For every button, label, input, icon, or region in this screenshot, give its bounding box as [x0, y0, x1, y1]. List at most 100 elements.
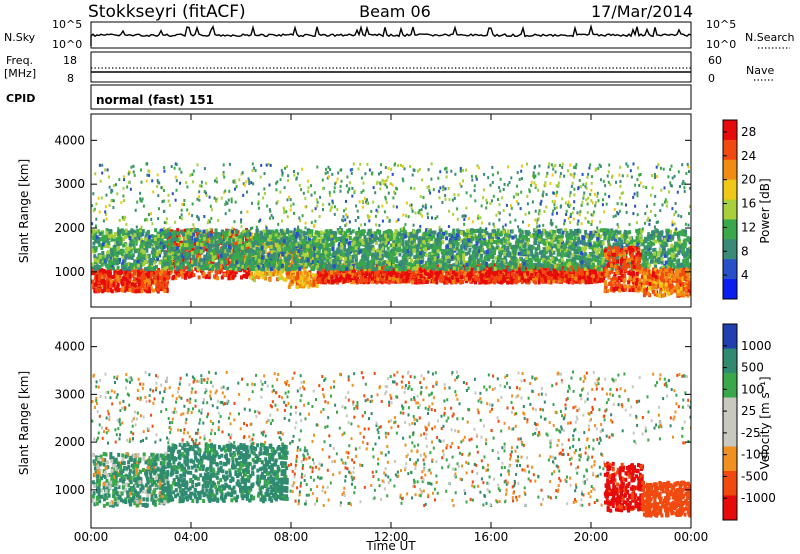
power-cell	[636, 231, 640, 236]
power-cell	[304, 235, 308, 240]
power-cell	[331, 237, 335, 242]
power-cell	[197, 257, 201, 262]
power-cell	[182, 268, 186, 273]
power-cell	[175, 244, 179, 249]
power-cell	[137, 236, 141, 241]
power-cell	[131, 273, 135, 278]
power-cell	[359, 280, 363, 284]
power-cell	[319, 230, 323, 235]
power-cell	[121, 288, 125, 293]
power-cell	[302, 277, 306, 282]
power-cell	[223, 272, 227, 277]
power-cell	[389, 243, 393, 248]
power-cell	[511, 269, 515, 274]
power-cell	[517, 276, 521, 281]
power-cell	[581, 236, 585, 241]
power-cell	[319, 262, 323, 267]
power-cell	[390, 270, 394, 274]
power-cell	[180, 274, 184, 279]
power-cell	[303, 270, 307, 275]
power-cell	[335, 268, 339, 273]
power-cell	[307, 277, 311, 282]
power-cell	[535, 252, 539, 257]
power-cell	[198, 254, 202, 259]
power-cell	[294, 248, 298, 253]
power-cell	[594, 274, 598, 279]
power-cell	[171, 276, 175, 281]
power-cell	[303, 283, 307, 288]
power-cell	[139, 285, 143, 290]
power-cell	[132, 268, 136, 273]
power-cell	[109, 257, 113, 262]
power-cell	[456, 271, 460, 276]
power-cell	[324, 255, 328, 260]
power-cell	[108, 271, 112, 276]
power-cell	[197, 236, 201, 241]
power-cell	[183, 248, 187, 253]
power-cell	[96, 264, 99, 269]
power-cell	[233, 272, 237, 277]
power-cell	[381, 272, 385, 277]
power-cell	[448, 270, 452, 274]
power-cell	[175, 241, 179, 246]
power-cell	[555, 244, 559, 249]
power-cell	[553, 267, 557, 271]
power-cell	[407, 277, 411, 282]
power-cell	[353, 268, 356, 273]
power-cell	[536, 270, 540, 275]
power-cell	[156, 237, 160, 242]
power-cell	[440, 273, 443, 278]
power-cell	[385, 276, 389, 281]
power-cell	[401, 233, 405, 237]
power-cell	[541, 274, 544, 279]
power-cell	[238, 263, 242, 268]
power-cell	[133, 265, 136, 270]
power-cell	[177, 273, 181, 278]
power-cell	[338, 242, 342, 246]
power-cell	[116, 275, 120, 280]
power-cell	[389, 272, 393, 277]
power-cell	[264, 236, 268, 241]
power-cell	[101, 271, 104, 276]
power-cell	[526, 237, 530, 242]
power-cell	[450, 275, 454, 280]
power-cell	[542, 270, 545, 275]
power-cell	[593, 242, 597, 247]
power-cell	[96, 289, 100, 294]
power-cell	[220, 248, 224, 252]
power-cell	[269, 258, 273, 263]
power-cell	[299, 229, 303, 234]
power-cell	[301, 272, 305, 277]
power-cell	[314, 230, 318, 235]
power-cell	[151, 288, 155, 293]
power-cell	[424, 276, 428, 281]
power-cell	[190, 246, 194, 251]
power-cell	[392, 276, 396, 281]
power-cell	[291, 233, 295, 238]
power-cell	[399, 278, 403, 283]
power-cell	[323, 276, 327, 281]
power-cell	[174, 253, 178, 258]
power-cell	[141, 284, 145, 288]
power-cell	[404, 240, 408, 245]
power-cell	[379, 270, 383, 275]
power-cell	[243, 273, 246, 278]
power-cell	[165, 270, 169, 275]
power-cell	[374, 266, 378, 271]
power-cell	[292, 275, 296, 280]
power-cell	[419, 279, 423, 284]
power-cell	[599, 274, 603, 279]
power-cell	[159, 283, 163, 287]
power-cell	[422, 272, 426, 277]
power-cell	[553, 269, 557, 274]
power-cell	[526, 278, 530, 283]
power-cell	[505, 272, 509, 277]
power-cell	[138, 248, 142, 253]
power-cell	[537, 276, 541, 281]
power-cell	[298, 253, 302, 258]
power-cell	[246, 229, 250, 234]
power-cell	[573, 261, 577, 266]
power-cell	[191, 229, 195, 234]
power-cell	[299, 270, 303, 275]
power-cell	[493, 276, 497, 281]
